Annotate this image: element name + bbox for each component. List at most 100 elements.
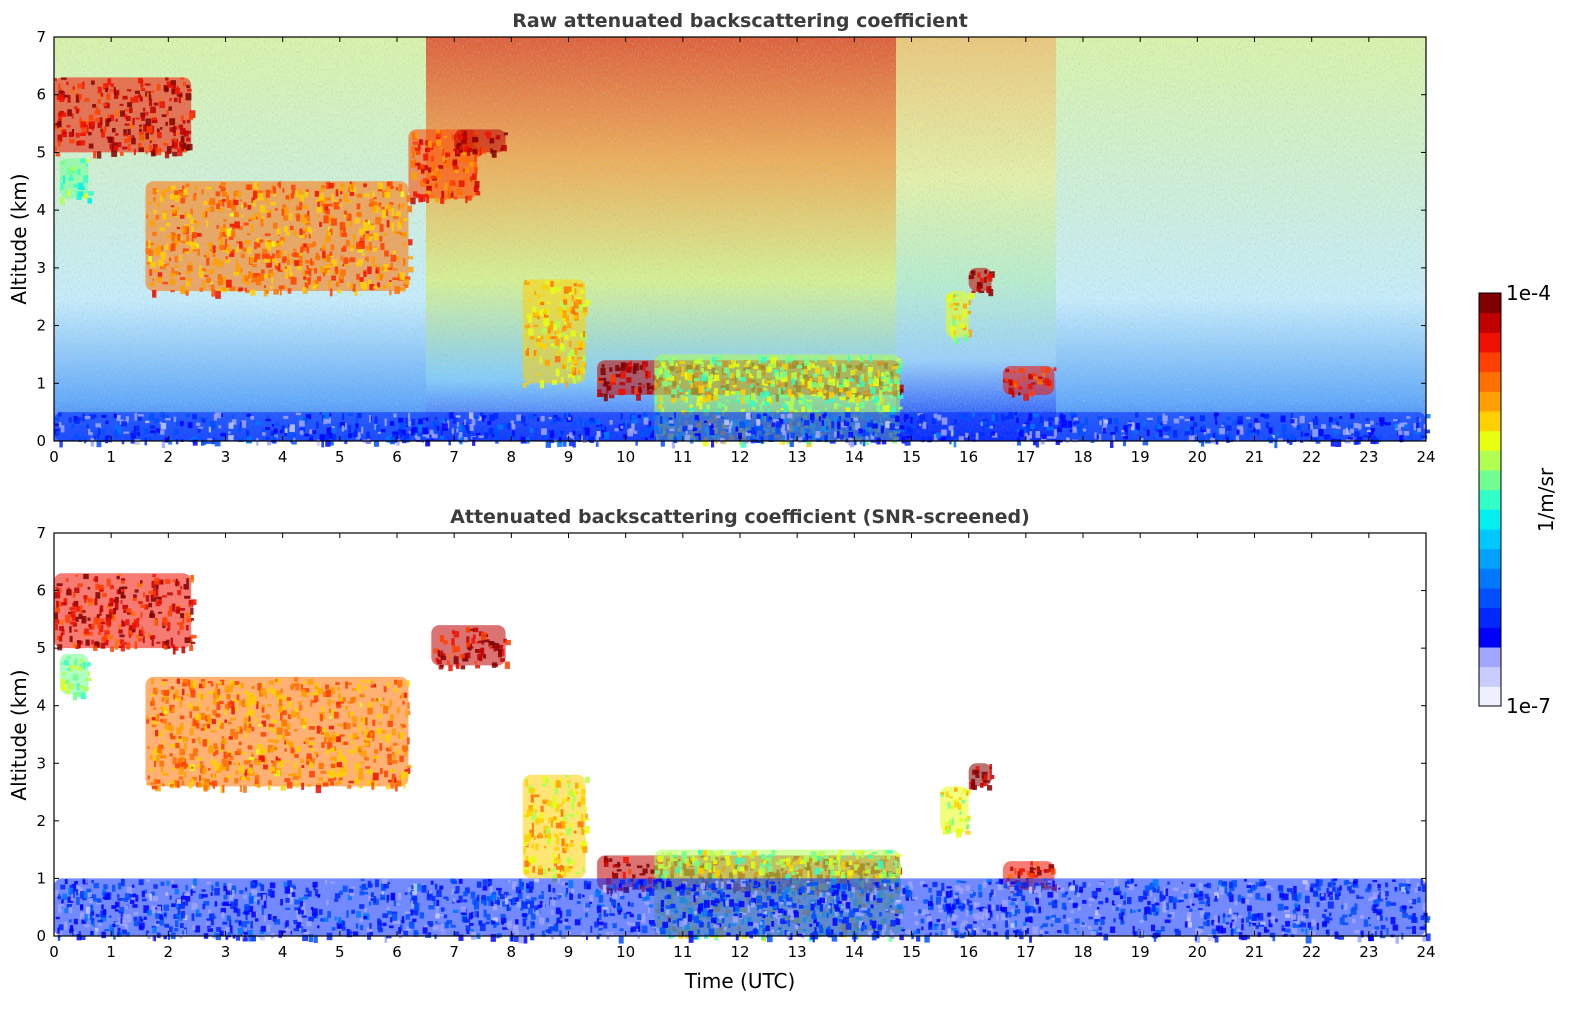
- panel1-x-tick-label: 9: [564, 448, 574, 466]
- panel1-x-ticks: 0 1 2 3 4 5 6 7 8 9 10 11 12 13 14 15 16 17 18 19 20 21 22 23 24: [49, 37, 1436, 466]
- panel1-x-tick-label: 20: [1188, 448, 1207, 466]
- colorbar-segment: [1479, 352, 1501, 373]
- panel1-x-tick-label: 16: [959, 448, 978, 466]
- panel1-y-tick-label: 1: [36, 374, 46, 392]
- panel2-feature-cirrus: [54, 573, 197, 655]
- panel2-plot-area: [54, 533, 1431, 944]
- panel1-x-tick-label: 7: [449, 448, 459, 466]
- colorbar-segment: [1479, 489, 1501, 510]
- colorbar-segment: [1479, 450, 1501, 471]
- panel1-x-tick-label: 6: [392, 448, 402, 466]
- colorbar-unit-label: 1/m/sr: [1534, 467, 1558, 532]
- panel2-x-tick-label: 12: [730, 943, 749, 961]
- panel1-y-axis-label: Altitude (km): [7, 173, 31, 304]
- panel2-feature-descending-layer: [522, 774, 590, 883]
- panel1-x-tick-label: 23: [1359, 448, 1378, 466]
- colorbar-segment: [1479, 588, 1501, 609]
- panel2-x-tick-label: 3: [221, 943, 231, 961]
- colorbar-segments: [1479, 293, 1501, 707]
- panel2-feature-mid-level-layer: [145, 676, 412, 794]
- panel2-feature-cloud: [431, 625, 511, 672]
- colorbar-segment: [1479, 529, 1501, 550]
- panel1-feature-cloud: [945, 290, 975, 345]
- panel2-x-tick-label: 21: [1245, 943, 1264, 961]
- panel1-x-tick-label: 12: [730, 448, 749, 466]
- panel1-feature-cloud: [968, 267, 995, 297]
- panel1-x-tick-label: 19: [1131, 448, 1150, 466]
- panel2-y-tick-label: 7: [36, 524, 46, 542]
- panel2-feature-cloud: [940, 786, 971, 838]
- panel1-y-tick-label: 5: [36, 143, 46, 161]
- colorbar-segment: [1479, 568, 1501, 589]
- panel1-x-tick-label: 13: [788, 448, 807, 466]
- panel2-x-tick-label: 9: [564, 943, 574, 961]
- panel1-x-tick-label: 5: [335, 448, 345, 466]
- panel2-y-ticks: 0 1 2 3 4 5 6 7: [36, 524, 1426, 945]
- panel2-x-tick-label: 7: [449, 943, 459, 961]
- panel2-x-tick-label: 24: [1416, 943, 1435, 961]
- panel2-x-tick-label: 23: [1359, 943, 1378, 961]
- panel2-features: [54, 573, 1431, 944]
- panel2-x-tick-label: 22: [1302, 943, 1321, 961]
- colorbar-segment: [1479, 411, 1501, 432]
- panel2-x-tick-label: 15: [902, 943, 921, 961]
- panel1-x-tick-label: 3: [221, 448, 231, 466]
- colorbar-max-label: 1e-4: [1506, 281, 1551, 305]
- panel1-feature-aerosol: [59, 158, 94, 205]
- colorbar-min-label: 1e-7: [1506, 694, 1551, 718]
- panel2-x-tick-label: 10: [616, 943, 635, 961]
- panel1-x-tick-label: 11: [673, 448, 692, 466]
- panel2-y-tick-label: 0: [36, 927, 46, 945]
- panel2-x-tick-label: 16: [959, 943, 978, 961]
- colorbar-frame: [1478, 292, 1502, 707]
- panel2-x-tick-label: 19: [1131, 943, 1150, 961]
- panel2-y-axis-label: Altitude (km): [7, 669, 31, 800]
- panel1-feature-cloud: [454, 129, 509, 158]
- colorbar-segment: [1479, 607, 1501, 628]
- panel1-plot-area: [54, 37, 1431, 449]
- panel1-y-tick-label: 2: [36, 317, 46, 335]
- colorbar-segment: [1479, 293, 1501, 314]
- panel2-y-tick-label: 6: [36, 582, 46, 600]
- panel1-x-tick-label: 14: [845, 448, 864, 466]
- panel1-feature-boundary-layer: [54, 412, 1431, 449]
- panel2-feature-aerosol: [59, 653, 92, 701]
- panel2-x-ticks: 0 1 2 3 4 5 6 7 8 9 10 11 12 13 14 15 16 17 18 19 20 21 22 23 24: [49, 533, 1436, 961]
- panel2-x-tick-label: 14: [845, 943, 864, 961]
- colorbar-segment: [1479, 371, 1501, 392]
- panel2-x-tick-label: 1: [106, 943, 116, 961]
- colorbar-segment: [1479, 647, 1501, 668]
- panel1-y-tick-label: 4: [36, 201, 46, 219]
- panel1-x-tick-label: 18: [1073, 448, 1092, 466]
- colorbar-segment: [1479, 686, 1501, 707]
- panel2-x-tick-label: 20: [1188, 943, 1207, 961]
- panel2-x-tick-label: 11: [673, 943, 692, 961]
- colorbar-segment: [1479, 666, 1501, 687]
- panel2-title: Attenuated backscattering coefficient (S…: [450, 506, 1030, 528]
- panel1-y-tick-label: 6: [36, 86, 46, 104]
- panel1-y-tick-label: 0: [36, 432, 46, 450]
- panel2-y-tick-label: 3: [36, 754, 46, 772]
- colorbar-segment: [1479, 391, 1501, 412]
- panel1-x-tick-label: 10: [616, 448, 635, 466]
- panel1-feature-low-cloud: [1002, 365, 1057, 401]
- colorbar-segment: [1479, 312, 1501, 333]
- colorbar-segment: [1479, 509, 1501, 530]
- panel2-y-tick-label: 2: [36, 812, 46, 830]
- panel1-x-tick-label: 4: [278, 448, 288, 466]
- panel1-x-tick-label: 24: [1416, 448, 1435, 466]
- panel1-x-tick-label: 17: [1016, 448, 1035, 466]
- panel2-x-tick-label: 4: [278, 943, 288, 961]
- panel1-y-tick-label: 7: [36, 28, 46, 46]
- panel1-title: Raw attenuated backscattering coefficien…: [512, 10, 968, 32]
- panel1-x-tick-label: 15: [902, 448, 921, 466]
- panel2-x-tick-label: 18: [1073, 943, 1092, 961]
- colorbar-segment: [1479, 548, 1501, 569]
- panel2-y-tick-label: 5: [36, 639, 46, 657]
- panel1-x-tick-label: 21: [1245, 448, 1264, 466]
- colorbar-segment: [1479, 627, 1501, 648]
- colorbar: 1e-4 1e-7 1/m/sr: [1478, 281, 1558, 718]
- panel2-x-tick-label: 2: [164, 943, 174, 961]
- colorbar-segment: [1479, 430, 1501, 451]
